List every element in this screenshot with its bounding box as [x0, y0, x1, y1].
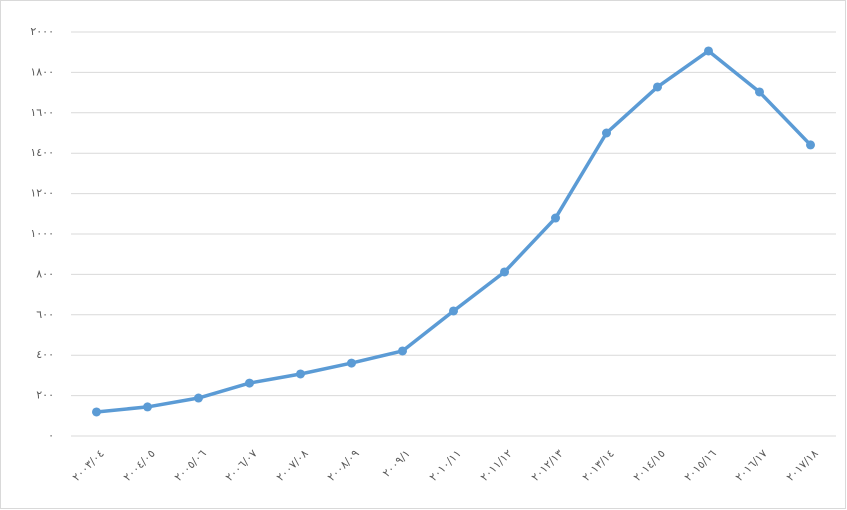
point	[398, 346, 407, 356]
point	[449, 306, 458, 316]
point	[500, 267, 509, 277]
y-tick-label: ٨٠٠	[36, 267, 54, 280]
point	[194, 393, 203, 403]
point	[653, 82, 662, 92]
y-tick-label: ١٤٠٠	[30, 146, 54, 159]
y-tick-label: ٦٠٠	[36, 308, 54, 321]
point	[755, 87, 764, 97]
y-tick-label: ١٨٠٠	[30, 65, 54, 78]
y-tick-label: ٢٠٠٠	[30, 25, 54, 38]
y-tick-label: ١٠٠٠	[30, 227, 54, 240]
point	[602, 128, 611, 138]
point	[92, 407, 101, 417]
point	[143, 402, 152, 412]
point	[347, 358, 356, 368]
y-tick-label: ٠	[48, 429, 54, 442]
y-tick-label: ٢٠٠	[36, 389, 54, 402]
y-tick-label: ١٦٠٠	[30, 106, 54, 119]
point	[245, 378, 254, 388]
point	[704, 46, 713, 56]
y-tick-label: ١٢٠٠	[30, 187, 54, 200]
point	[296, 369, 305, 379]
point	[806, 140, 815, 150]
point	[551, 213, 560, 223]
y-tick-label: ٤٠٠	[36, 348, 54, 361]
